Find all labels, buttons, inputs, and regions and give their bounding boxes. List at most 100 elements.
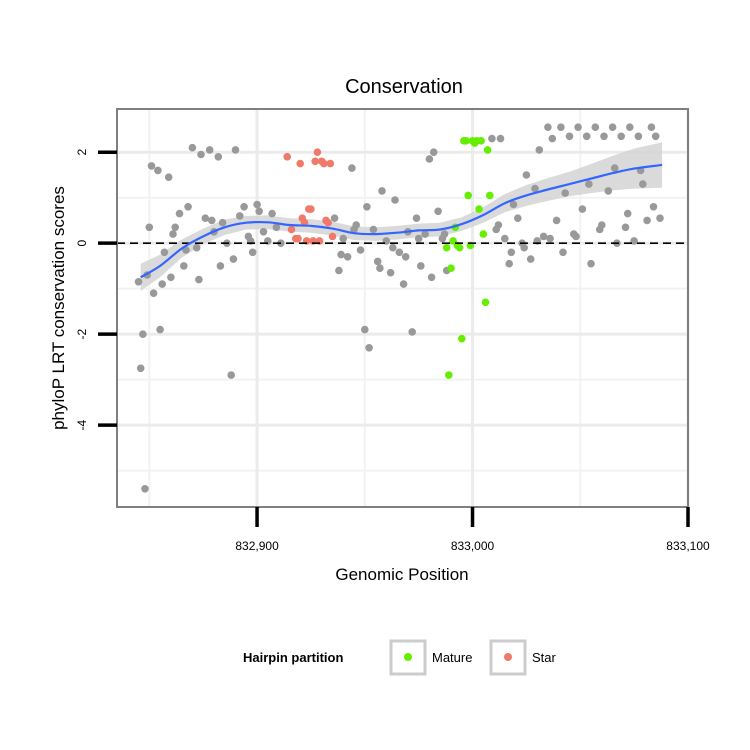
other-point bbox=[494, 221, 503, 229]
other-point bbox=[205, 146, 214, 154]
other-point bbox=[339, 234, 348, 243]
other-point bbox=[414, 234, 423, 243]
other-point bbox=[651, 132, 660, 141]
y-tick-label: -4 bbox=[75, 419, 89, 430]
other-point bbox=[227, 371, 235, 379]
star-point bbox=[283, 153, 292, 161]
other-point bbox=[522, 171, 531, 179]
other-point bbox=[378, 187, 386, 195]
other-point bbox=[610, 164, 619, 172]
star-point bbox=[294, 234, 302, 243]
other-point bbox=[369, 225, 378, 234]
x-axis-title: Genomic Position bbox=[335, 565, 468, 584]
mature-point bbox=[475, 205, 483, 213]
other-point bbox=[216, 262, 225, 270]
other-point bbox=[604, 187, 613, 195]
other-point bbox=[621, 223, 630, 232]
other-point bbox=[145, 223, 154, 232]
other-point bbox=[639, 180, 647, 188]
other-point bbox=[160, 248, 169, 257]
other-point bbox=[582, 132, 591, 141]
legend: Hairpin partition Mature Star bbox=[243, 639, 557, 676]
other-point bbox=[389, 243, 397, 252]
other-point bbox=[175, 209, 184, 218]
star-point bbox=[287, 225, 296, 234]
other-point bbox=[231, 146, 240, 154]
other-point bbox=[259, 228, 268, 236]
other-point bbox=[136, 364, 145, 373]
other-point bbox=[505, 259, 513, 268]
other-point bbox=[488, 134, 496, 143]
other-point bbox=[598, 221, 606, 229]
mature-point bbox=[458, 334, 466, 343]
other-point bbox=[421, 230, 429, 238]
other-point bbox=[425, 155, 434, 163]
other-point bbox=[361, 325, 369, 334]
other-point bbox=[434, 207, 442, 216]
star-point bbox=[311, 157, 320, 166]
other-point bbox=[587, 259, 595, 268]
other-point bbox=[395, 248, 404, 257]
other-point bbox=[253, 200, 261, 209]
legend-item-mature: Mature bbox=[389, 639, 472, 676]
other-point bbox=[412, 214, 421, 222]
other-point bbox=[337, 250, 345, 259]
x-tick-label: 832,900 bbox=[235, 539, 279, 553]
other-point bbox=[643, 216, 651, 225]
star-point bbox=[296, 159, 305, 168]
other-point bbox=[626, 123, 634, 131]
other-point bbox=[156, 325, 164, 334]
other-point bbox=[544, 123, 552, 131]
other-point bbox=[591, 123, 600, 131]
y-tick-label: 2 bbox=[75, 149, 89, 156]
other-point bbox=[526, 255, 535, 263]
other-point bbox=[440, 230, 449, 238]
other-point bbox=[363, 203, 371, 211]
other-point bbox=[429, 148, 438, 156]
other-point bbox=[356, 246, 365, 254]
mature-point bbox=[486, 191, 494, 200]
smooth-line-layer bbox=[140, 163, 663, 279]
legend-label-mature: Mature bbox=[432, 650, 472, 665]
mature-point bbox=[442, 243, 451, 252]
other-point bbox=[169, 230, 177, 238]
star-point bbox=[326, 159, 335, 168]
other-point bbox=[141, 485, 149, 493]
other-point bbox=[154, 166, 162, 175]
confidence-band-layer bbox=[140, 142, 663, 291]
other-point bbox=[214, 153, 223, 161]
other-point bbox=[229, 255, 238, 263]
legend-key-star-dot bbox=[504, 653, 512, 661]
other-point bbox=[330, 214, 339, 222]
other-point bbox=[373, 257, 382, 266]
y-axis-title: phyloP LRT conservation scores bbox=[49, 186, 68, 430]
other-point bbox=[656, 214, 664, 222]
other-point bbox=[343, 252, 352, 261]
mature-point bbox=[455, 243, 464, 252]
other-point bbox=[348, 164, 356, 172]
legend-title: Hairpin partition bbox=[243, 650, 343, 665]
other-point bbox=[134, 278, 143, 286]
other-point bbox=[335, 266, 343, 275]
other-point bbox=[572, 232, 580, 241]
other-point bbox=[248, 248, 257, 257]
other-point bbox=[240, 203, 248, 211]
other-point bbox=[376, 264, 384, 273]
other-point bbox=[164, 173, 173, 181]
other-point bbox=[149, 289, 158, 298]
other-point bbox=[391, 196, 399, 204]
other-point bbox=[557, 123, 565, 131]
other-point bbox=[272, 223, 281, 232]
mature-point bbox=[477, 137, 485, 145]
confidence-band bbox=[140, 142, 663, 291]
other-point bbox=[574, 123, 582, 131]
other-point bbox=[546, 234, 554, 243]
other-point bbox=[552, 216, 561, 225]
other-point bbox=[608, 123, 617, 131]
other-point bbox=[559, 248, 567, 257]
other-point bbox=[218, 218, 227, 227]
other-point bbox=[268, 209, 276, 218]
star-point bbox=[328, 232, 337, 241]
other-point bbox=[565, 132, 574, 141]
